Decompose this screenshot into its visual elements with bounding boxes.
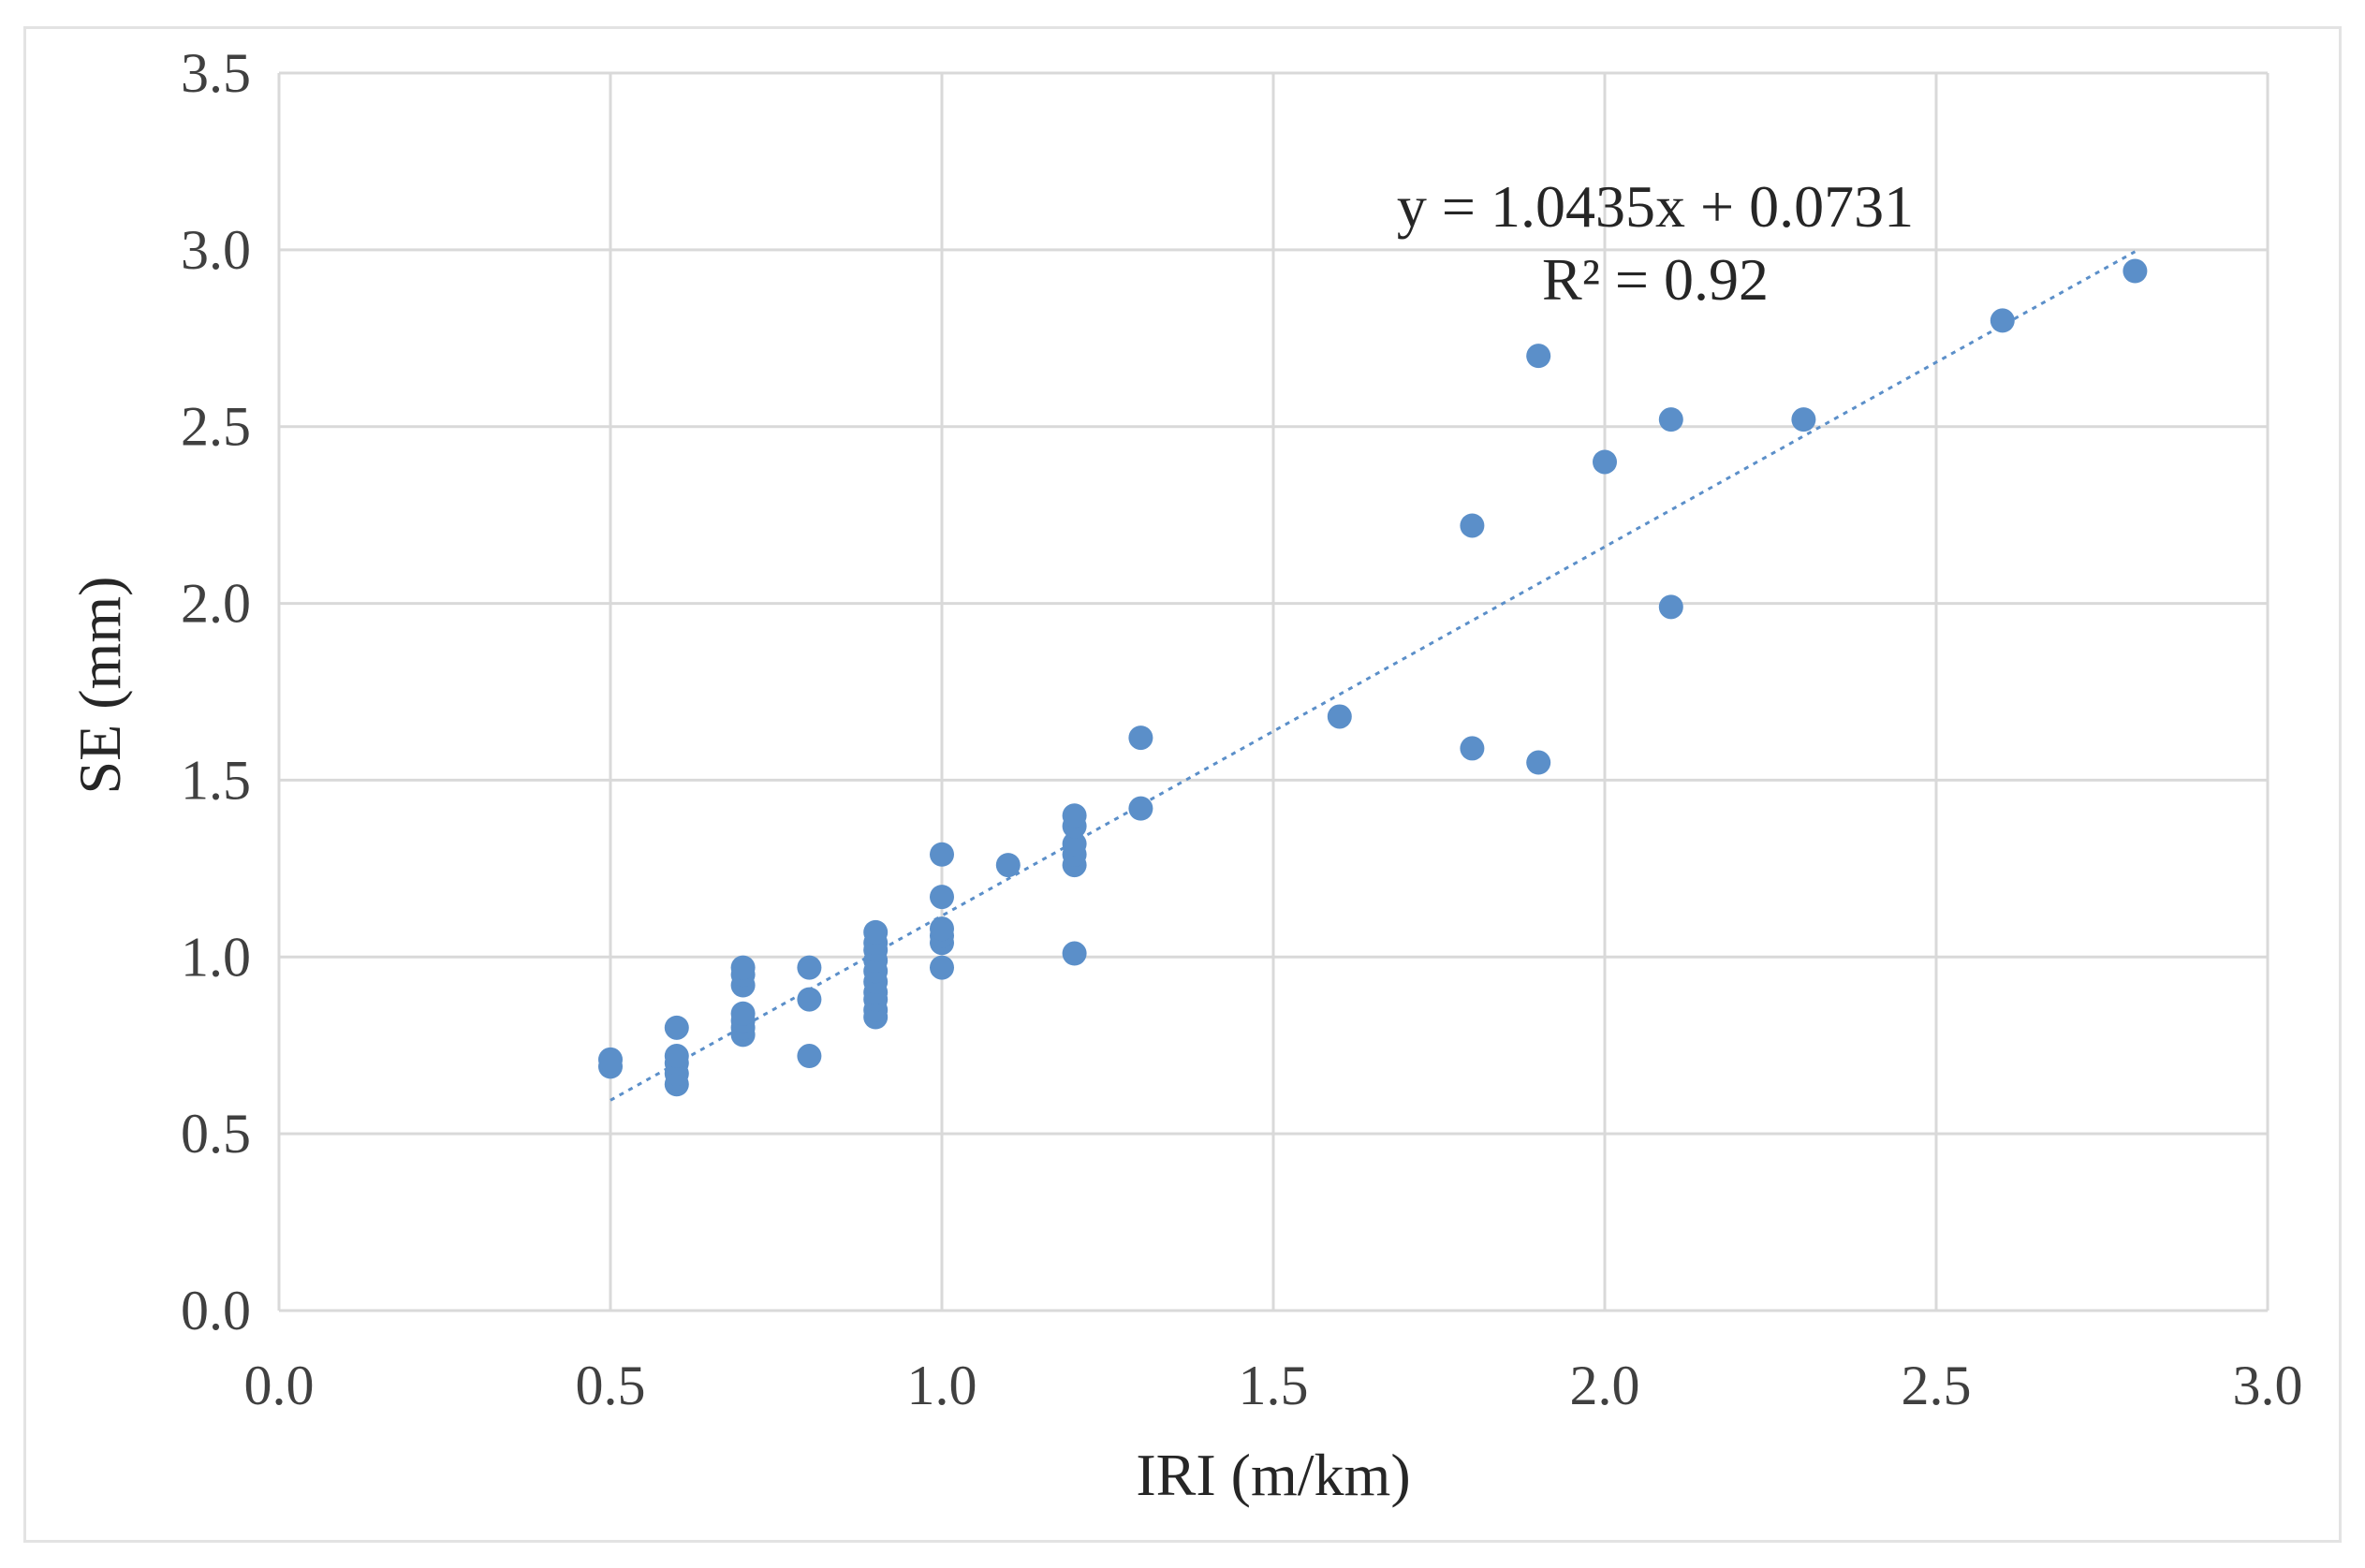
x-tick-label: 0.0 [244,1355,315,1416]
axes [277,73,2268,1312]
data-point [930,916,954,942]
data-point [1526,750,1551,775]
x-tick-label: 2.0 [1570,1355,1640,1416]
data-point [598,1047,623,1072]
data-point [664,1044,689,1069]
data-point [1460,736,1485,761]
data-point [1990,308,2015,333]
r-squared-label: R² = 0.92 [1542,246,1769,313]
trendline-group [610,250,2137,1102]
y-tick-label: 1.0 [181,926,251,988]
x-tick-label: 1.0 [907,1355,977,1416]
data-point [730,1001,756,1026]
data-point [1128,796,1153,821]
data-point [797,987,822,1012]
data-point [1658,407,1683,432]
y-tick-label: 2.5 [181,396,251,458]
y-tick-labels: 0.0 0.5 1.0 1.5 2.0 2.5 3.0 3.5 [181,42,251,1341]
data-point [730,955,756,980]
y-tick-label: 3.5 [181,42,251,104]
data-point [664,1015,689,1040]
chart-frame [23,26,2342,1543]
data-point [1062,831,1087,857]
data-point [797,955,822,980]
x-axis-title: IRI (m/km) [1136,1442,1410,1508]
data-point [1327,704,1352,729]
data-point [1658,594,1683,620]
data-point [1062,941,1087,966]
x-tick-labels: 0.0 0.5 1.0 1.5 2.0 2.5 3.0 [244,1355,2303,1416]
x-tick-label: 3.0 [2233,1355,2303,1416]
x-tick-label: 0.5 [576,1355,646,1416]
grid [279,71,2270,1311]
data-point [1460,513,1485,538]
data-point [863,919,889,945]
data-points [598,258,2148,1097]
data-point [1526,344,1551,369]
data-point [1593,449,1617,475]
data-point [930,955,954,980]
y-tick-label: 2.0 [181,573,251,635]
y-tick-label: 3.0 [181,219,251,281]
x-tick-label: 1.5 [1239,1355,1309,1416]
y-tick-label: 0.0 [181,1280,251,1341]
data-point [1128,725,1153,751]
data-point [995,853,1021,878]
y-axis-title: SE (mm) [66,577,133,795]
y-tick-label: 0.5 [181,1103,251,1165]
data-point [2123,258,2148,284]
x-tick-label: 2.5 [1902,1355,1972,1416]
y-tick-label: 1.5 [181,749,251,811]
data-point [797,1044,822,1069]
trendline-equation: y = 1.0435x + 0.0731 [1397,173,1914,240]
trendline [610,250,2137,1102]
data-point [930,885,954,910]
data-point [1062,803,1087,828]
data-point [930,842,954,867]
data-point [1791,407,1816,432]
